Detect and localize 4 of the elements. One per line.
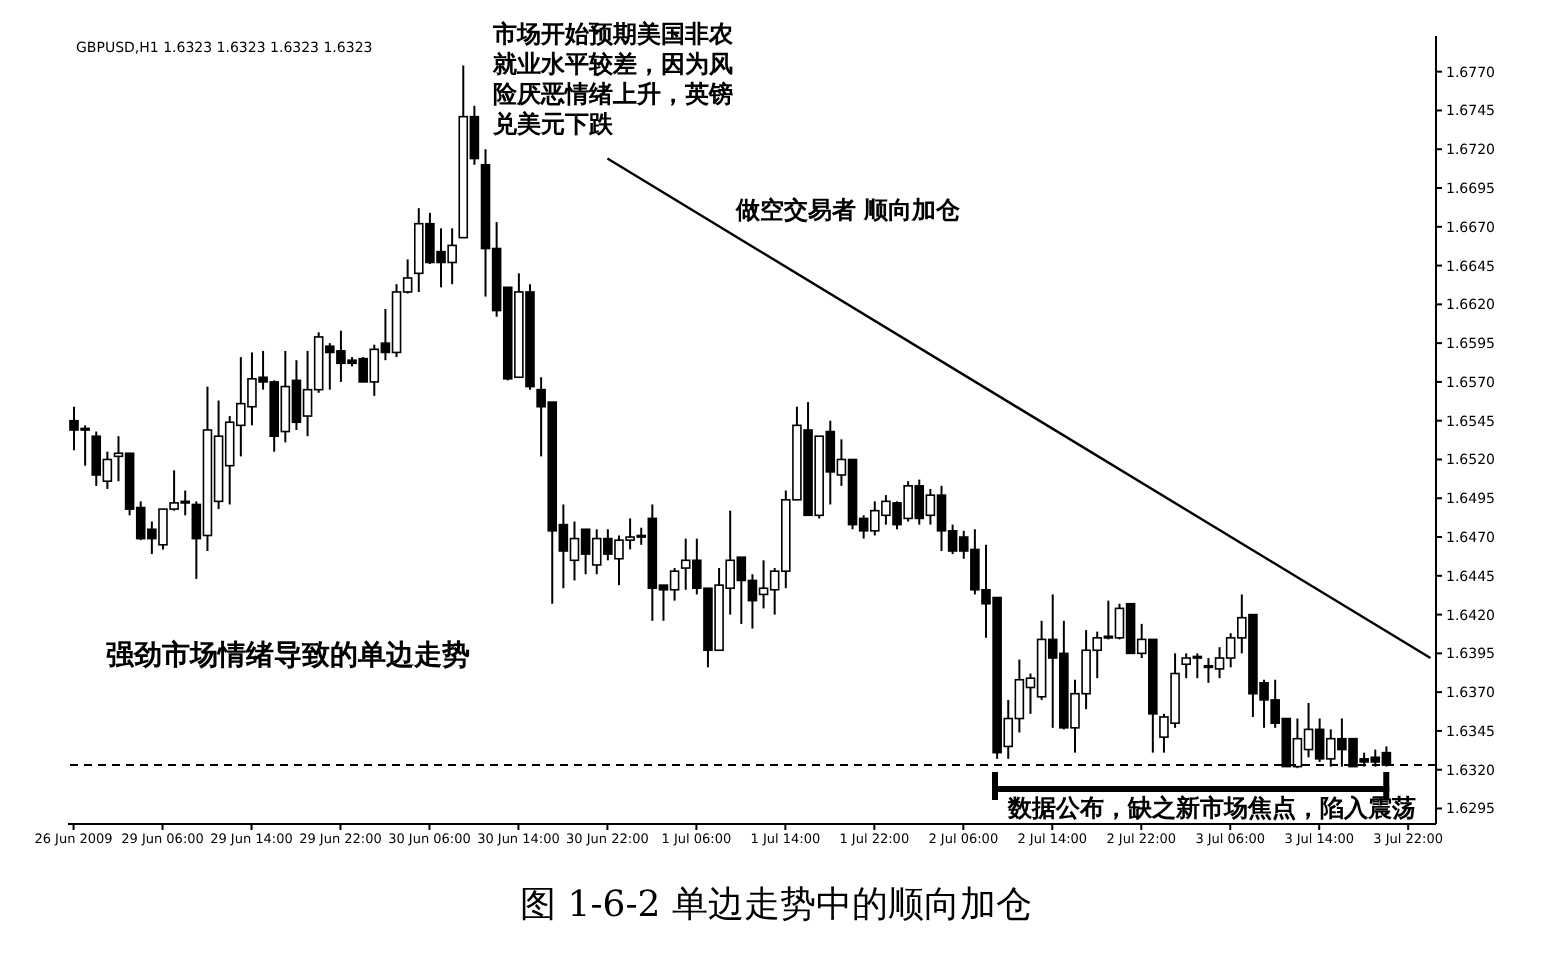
text: 图 1-6-2 单边走势中的顺向加仓 [518, 882, 1034, 928]
annotation: 做空交易者 顺向加仓 [736, 196, 961, 226]
annotation: 强劲市场情绪导致的单边走势 [106, 640, 470, 672]
annotation: 市场开始预期美国非农就业水平较差，因为风险厌恶情绪上升，英镑兑美元下跌 [493, 20, 736, 140]
